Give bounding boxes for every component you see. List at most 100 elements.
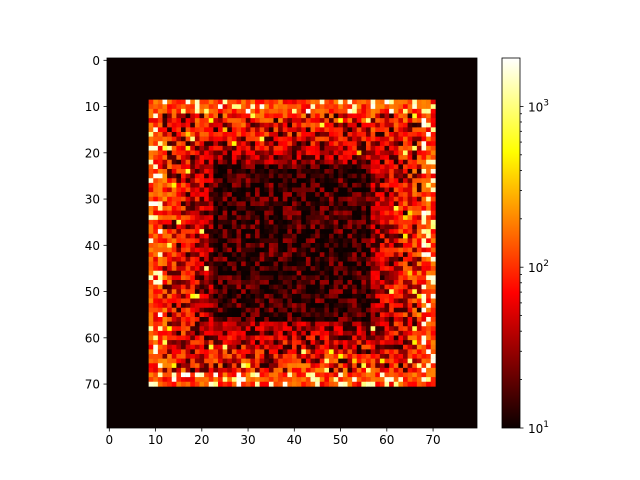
- heatmap-cell: [241, 150, 247, 156]
- heatmap-cell: [162, 321, 168, 327]
- heatmap-cell: [185, 284, 191, 290]
- heatmap-cell: [292, 340, 297, 346]
- heatmap-cell: [338, 113, 344, 119]
- heatmap-cell: [157, 206, 163, 211]
- heatmap-cell: [370, 377, 376, 383]
- heatmap-cell: [273, 145, 279, 151]
- heatmap-cell: [407, 164, 413, 170]
- heatmap-cell: [305, 340, 311, 346]
- heatmap-cell: [370, 335, 376, 341]
- heatmap-cell: [213, 159, 219, 165]
- heatmap-cell: [255, 178, 260, 184]
- heatmap-cell: [342, 275, 348, 281]
- heatmap-cell: [213, 247, 219, 253]
- heatmap-cell: [366, 321, 371, 327]
- heatmap-cell: [412, 104, 418, 110]
- heatmap-cell: [222, 150, 228, 156]
- heatmap-cell: [218, 210, 223, 216]
- heatmap-cell: [301, 164, 307, 170]
- heatmap-cell: [273, 210, 279, 216]
- heatmap-cell: [366, 206, 371, 211]
- heatmap-cell: [329, 293, 334, 299]
- heatmap-cell: [416, 210, 422, 216]
- heatmap-cell: [282, 233, 288, 239]
- heatmap-cell: [255, 182, 260, 188]
- heatmap-cell: [208, 270, 214, 276]
- heatmap-cell: [222, 363, 228, 369]
- heatmap-cell: [278, 261, 284, 267]
- heatmap-cell: [176, 344, 182, 350]
- heatmap-cell: [213, 307, 219, 313]
- heatmap-cell: [375, 215, 381, 221]
- heatmap-cell: [282, 280, 288, 285]
- heatmap-cell: [310, 122, 316, 128]
- heatmap-cell: [273, 247, 279, 253]
- heatmap-cell: [305, 206, 311, 211]
- heatmap-cell: [199, 192, 205, 198]
- heatmap-cell: [412, 210, 418, 216]
- heatmap-cell: [370, 136, 376, 142]
- heatmap-cell: [393, 317, 399, 322]
- heatmap-cell: [352, 358, 358, 364]
- heatmap-cell: [241, 132, 247, 137]
- heatmap-cell: [231, 224, 237, 230]
- heatmap-cell: [319, 252, 325, 258]
- heatmap-cell: [393, 243, 399, 248]
- heatmap-cell: [352, 155, 358, 161]
- heatmap-cell: [421, 354, 427, 359]
- heatmap-cell: [352, 367, 358, 373]
- heatmap-cell: [176, 377, 182, 383]
- heatmap-cell: [185, 317, 191, 322]
- heatmap-cell: [319, 372, 325, 378]
- heatmap-cell: [416, 303, 422, 309]
- heatmap-cell: [310, 340, 316, 346]
- heatmap-cell: [157, 164, 163, 170]
- heatmap-cell: [171, 340, 177, 346]
- heatmap-cell: [245, 141, 251, 147]
- heatmap-cell: [398, 326, 404, 332]
- heatmap-cell: [176, 340, 182, 346]
- heatmap-cell: [167, 159, 173, 165]
- heatmap-cell: [222, 367, 228, 373]
- heatmap-cell: [218, 159, 223, 165]
- heatmap-cell: [333, 219, 339, 225]
- heatmap-cell: [319, 136, 325, 142]
- heatmap-cell: [393, 363, 399, 369]
- heatmap-cell: [264, 284, 270, 290]
- heatmap-cell: [208, 321, 214, 327]
- heatmap-cell: [319, 108, 325, 114]
- heatmap-cell: [185, 275, 191, 281]
- heatmap-cell: [194, 243, 200, 248]
- heatmap-cell: [421, 104, 427, 110]
- heatmap-cell: [259, 219, 265, 225]
- heatmap-cell: [389, 187, 395, 193]
- heatmap-cell: [384, 104, 390, 110]
- heatmap-cell: [310, 247, 316, 253]
- heatmap-cell: [416, 224, 422, 230]
- heatmap-cell: [245, 344, 251, 350]
- heatmap-cell: [148, 182, 154, 188]
- heatmap-cell: [426, 326, 432, 332]
- heatmap-cell: [227, 229, 233, 235]
- heatmap-cell: [185, 169, 191, 174]
- heatmap-cell: [370, 284, 376, 290]
- heatmap-cell: [315, 113, 321, 119]
- heatmap-cell: [153, 275, 159, 281]
- heatmap-cell: [194, 344, 200, 350]
- heatmap-cell: [250, 354, 256, 359]
- heatmap-cell: [389, 270, 395, 276]
- heatmap-cell: [204, 182, 210, 188]
- heatmap-cell: [416, 182, 422, 188]
- heatmap-cell: [171, 381, 177, 387]
- heatmap-cell: [171, 159, 177, 165]
- heatmap-cell: [430, 196, 436, 202]
- heatmap-cell: [181, 261, 186, 267]
- heatmap-cell: [162, 349, 168, 355]
- heatmap-cell: [296, 354, 302, 359]
- heatmap-cell: [208, 132, 214, 137]
- heatmap-cell: [398, 215, 404, 221]
- heatmap-cell: [416, 164, 422, 170]
- heatmap-cell: [213, 363, 219, 369]
- heatmap-cell: [176, 150, 182, 156]
- heatmap-cell: [324, 335, 330, 341]
